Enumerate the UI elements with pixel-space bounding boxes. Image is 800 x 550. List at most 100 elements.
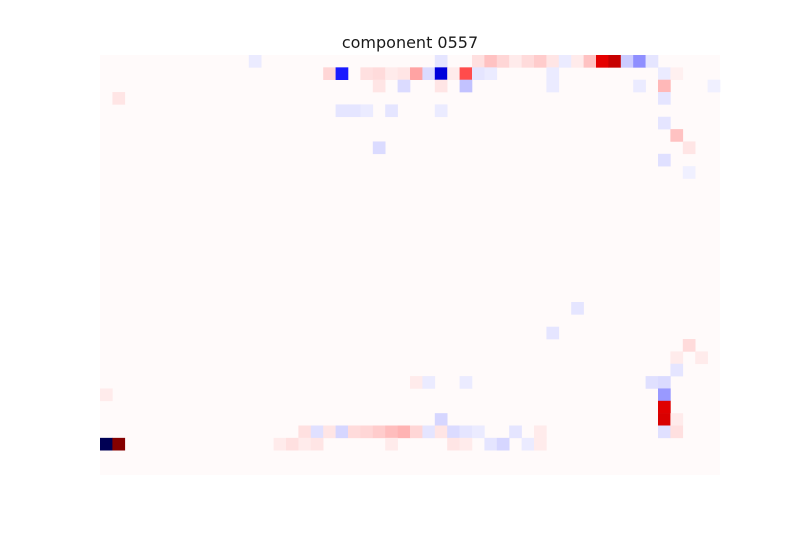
heatmap-cell	[360, 67, 374, 80]
heatmap-cell	[397, 425, 411, 439]
heatmap-cell	[360, 425, 374, 439]
heatmap-cell	[422, 67, 436, 80]
heatmap-cell	[310, 437, 324, 451]
heatmap-cell	[658, 400, 671, 414]
heatmap-cell	[273, 437, 287, 451]
heatmap-cell	[546, 55, 560, 68]
heatmap-cell	[670, 351, 684, 365]
heatmap-cell	[670, 425, 684, 439]
heatmap-cell	[496, 55, 510, 68]
heatmap-cell	[546, 67, 560, 80]
heatmap-cell	[658, 388, 671, 402]
heatmap-background	[100, 55, 720, 475]
heatmap-cell	[335, 67, 349, 80]
heatmap-cell	[310, 425, 324, 439]
heatmap-cell	[695, 351, 708, 365]
heatmap-cell	[509, 425, 522, 439]
heatmap-cell	[100, 388, 113, 402]
chart-title: component 0557	[342, 33, 478, 52]
heatmap-cell	[472, 425, 485, 439]
heatmap-cell	[348, 104, 361, 118]
heatmap-cell	[372, 79, 386, 93]
heatmap-cell	[372, 67, 386, 80]
heatmap-cell	[335, 104, 349, 118]
heatmap-cell	[658, 376, 671, 389]
heatmap-cell	[633, 79, 646, 93]
heatmap-cell	[658, 153, 671, 167]
heatmap-cell	[620, 55, 634, 68]
heatmap-cell	[459, 67, 473, 80]
heatmap-cell	[422, 425, 436, 439]
heatmap-cell	[645, 55, 659, 68]
heatmap-cell	[434, 55, 448, 68]
heatmap-cell	[248, 55, 262, 68]
heatmap-cell	[372, 141, 386, 155]
heatmap-cell	[546, 326, 560, 340]
heatmap-cell	[112, 437, 126, 451]
heatmap-cell	[658, 92, 671, 105]
heatmap-cell	[298, 425, 312, 439]
heatmap-cell	[100, 437, 113, 451]
heatmap-cell	[323, 67, 336, 80]
heatmap-cell	[447, 425, 460, 439]
heatmap-cell	[323, 425, 336, 439]
heatmap-cell	[360, 104, 374, 118]
heatmap-cell	[472, 67, 485, 80]
heatmap-cell	[385, 425, 398, 439]
heatmap-cell	[335, 425, 349, 439]
heatmap-cell	[447, 437, 460, 451]
heatmap-cell	[596, 55, 609, 68]
heatmap-cell	[459, 425, 473, 439]
heatmap-cell	[496, 437, 510, 451]
heatmap-cell	[484, 67, 498, 80]
heatmap-cell	[707, 79, 721, 93]
heatmap-cell	[112, 92, 126, 105]
heatmap-cell	[410, 67, 423, 80]
heatmap-cell	[434, 79, 448, 93]
heatmap-cell	[633, 55, 646, 68]
heatmap-cell	[509, 55, 522, 68]
heatmap-cell	[645, 376, 659, 389]
heatmap-cell	[434, 104, 448, 118]
heatmap-cell	[410, 425, 423, 439]
heatmap-cell	[434, 413, 448, 426]
heatmap-cell	[583, 55, 597, 68]
heatmap-cell	[670, 129, 684, 142]
heatmap-cell	[385, 67, 398, 80]
heatmap-cell	[658, 413, 671, 426]
heatmap-cell	[670, 363, 684, 377]
heatmap-cell	[534, 425, 547, 439]
heatmap-cell	[385, 104, 398, 118]
heatmap-cell	[534, 437, 547, 451]
heatmap-cell	[434, 67, 448, 80]
heatmap-cell	[286, 437, 299, 451]
heatmap-cell	[459, 376, 473, 389]
heatmap-cell	[682, 141, 696, 155]
heatmap-cell	[434, 425, 448, 439]
heatmap-cell	[658, 425, 671, 439]
heatmap-cell	[571, 302, 584, 315]
heatmap-cell	[521, 55, 535, 68]
heatmap-cell	[670, 413, 684, 426]
heatmap-cell	[397, 79, 411, 93]
heatmap-cell	[521, 437, 535, 451]
heatmap-cell	[298, 437, 312, 451]
heatmap-cell	[546, 79, 560, 93]
heatmap-cell	[385, 437, 398, 451]
heatmap-cell	[397, 67, 411, 80]
heatmap-plot-area	[100, 55, 721, 475]
heatmap-cell	[422, 376, 436, 389]
heatmap-cell	[658, 67, 671, 80]
heatmap-cell	[670, 67, 684, 80]
heatmap-cell	[484, 437, 498, 451]
heatmap-cell	[348, 425, 361, 439]
heatmap-cell	[372, 425, 386, 439]
heatmap-cell	[534, 55, 547, 68]
heatmap-cell	[484, 55, 498, 68]
heatmap-cell	[658, 116, 671, 130]
heatmap-cell	[558, 55, 572, 68]
heatmap-cell	[658, 79, 671, 93]
heatmap-cell	[410, 376, 423, 389]
heatmap-cell	[447, 67, 460, 80]
